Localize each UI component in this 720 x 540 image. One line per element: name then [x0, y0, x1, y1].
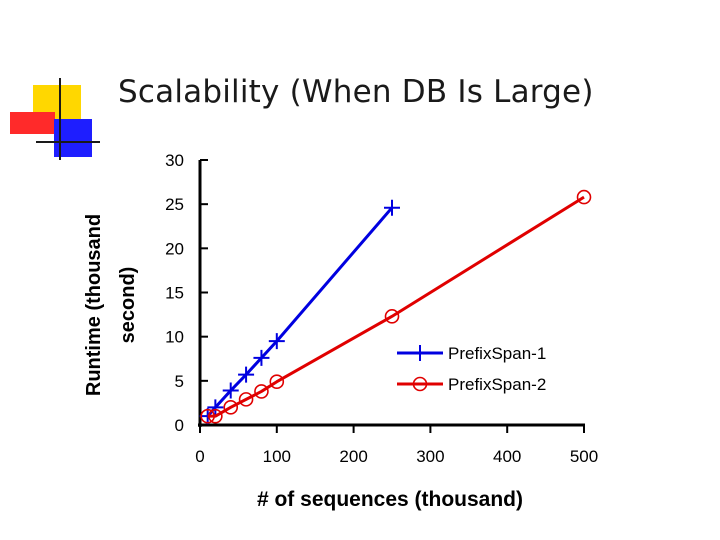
chart-plot-area: [199, 189, 592, 425]
data-point: [253, 349, 270, 366]
data-point: [238, 366, 255, 383]
legend-label: PrefixSpan-2: [448, 375, 546, 394]
data-point: [269, 374, 285, 390]
data-point: [384, 199, 400, 216]
y-tick-label: 10: [165, 328, 184, 347]
x-tick-label: 0: [195, 447, 204, 466]
data-point: [208, 408, 223, 424]
x-tick-label: 200: [339, 447, 367, 466]
y-tick-label: 15: [165, 284, 184, 303]
series-1: [199, 199, 400, 425]
data-point: [238, 392, 254, 407]
chart-legend: PrefixSpan-1 PrefixSpan-2: [397, 344, 546, 394]
logo-red-bar: [10, 112, 55, 134]
legend-marker: [412, 345, 428, 361]
data-point: [207, 399, 224, 416]
data-point: [384, 309, 400, 324]
data-point: [576, 189, 592, 205]
legend-label: PrefixSpan-1: [448, 344, 546, 363]
x-tick-label: 400: [493, 447, 521, 466]
data-point: [200, 408, 215, 424]
series-line: [206, 206, 394, 418]
data-point: [254, 384, 269, 399]
y-tick-label: 5: [175, 372, 184, 391]
slide-logo: [10, 78, 100, 160]
slide-title: Scalability (When DB Is Large): [118, 74, 594, 110]
y-tick-label: 20: [165, 239, 184, 258]
x-axis-title: # of sequences (thousand): [257, 488, 523, 511]
data-point: [268, 333, 285, 350]
y-axis-title-line-1: Runtime (thousand: [83, 214, 105, 396]
y-tick-label: 0: [175, 416, 184, 435]
y-tick-label: 25: [165, 195, 184, 214]
x-tick-label: 100: [263, 447, 291, 466]
y-axis-title-line-2: second): [117, 267, 139, 344]
y-tick-label: 30: [165, 151, 184, 170]
data-point: [222, 382, 239, 399]
series-line: [207, 195, 585, 418]
legend-marker: [412, 376, 428, 392]
x-tick-label: 300: [416, 447, 444, 466]
series-2: [200, 189, 592, 424]
x-tick-label: 500: [570, 447, 598, 466]
data-point: [223, 400, 239, 415]
